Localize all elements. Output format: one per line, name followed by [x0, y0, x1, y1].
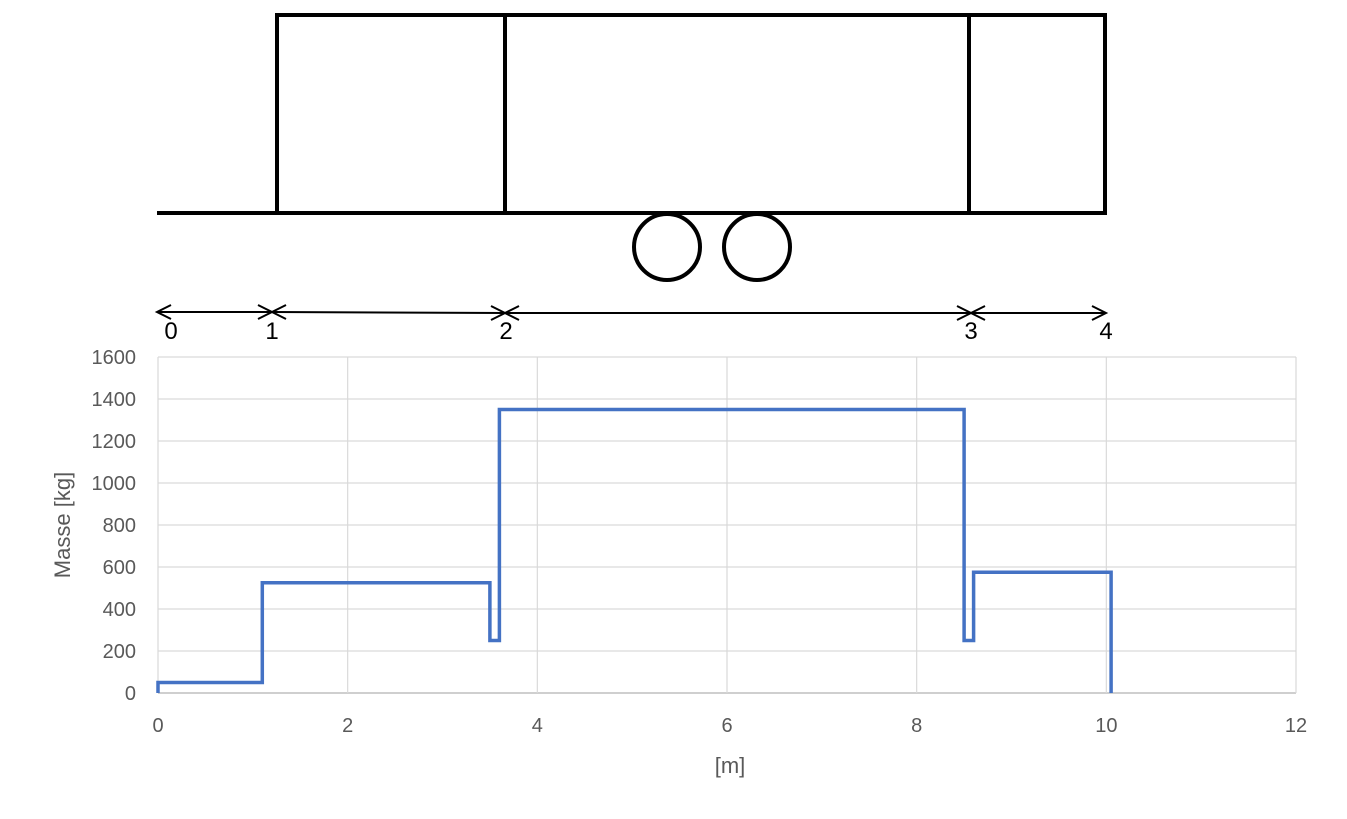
series-group: [156, 407, 1113, 693]
arrowhead-0-right: [154, 304, 172, 320]
y-tick-label: 1600: [92, 347, 137, 369]
x-tick-labels: 0 2 4 6 8 10 12: [152, 715, 1307, 737]
arrowhead-3-right: [968, 305, 986, 321]
segment-label-3: 3: [964, 318, 977, 345]
wheel-rear: [722, 212, 792, 282]
x-tick-label: 8: [911, 715, 922, 737]
y-tick-label: 400: [103, 599, 136, 621]
x-tick-label: 6: [721, 715, 732, 737]
segment-label-0: 0: [164, 318, 177, 345]
arrowhead-4-left: [1091, 305, 1109, 321]
y-tick-label: 800: [103, 515, 136, 537]
y-tick-label: 1400: [92, 389, 137, 411]
y-tick-label: 600: [103, 557, 136, 579]
dimension-arrows: [154, 304, 1109, 321]
x-tick-label: 4: [532, 715, 543, 737]
x-tick-label: 10: [1095, 715, 1117, 737]
y-tick-label: 1000: [92, 473, 137, 495]
segment-label-4: 4: [1099, 318, 1112, 345]
segment-label-1: 1: [265, 318, 278, 345]
wheel-front: [632, 212, 702, 282]
dimension-line-1-2: [271, 311, 506, 314]
segment-labels: 0 1 2 3 4: [164, 318, 1112, 345]
x-tick-label: 2: [342, 715, 353, 737]
x-tick-label: 0: [152, 715, 163, 737]
trailer-body: [275, 13, 1107, 215]
y-tick-label: 0: [125, 683, 136, 705]
x-axis-title: [m]: [715, 753, 746, 778]
y-tick-label: 200: [103, 641, 136, 663]
segment-label-2: 2: [499, 318, 512, 345]
y-axis-title: Masse [kg]: [50, 472, 75, 578]
series-line: [156, 407, 1113, 693]
grid-lines: [157, 356, 1297, 694]
arrowhead-1-right: [269, 304, 287, 320]
arrowhead-2-right: [502, 305, 520, 321]
trailer-schematic: [157, 13, 1107, 282]
x-tick-label: 12: [1285, 715, 1307, 737]
y-tick-labels: 0 200 400 600 800 1000 1200 1400 1600: [92, 347, 137, 705]
y-tick-label: 1200: [92, 431, 137, 453]
